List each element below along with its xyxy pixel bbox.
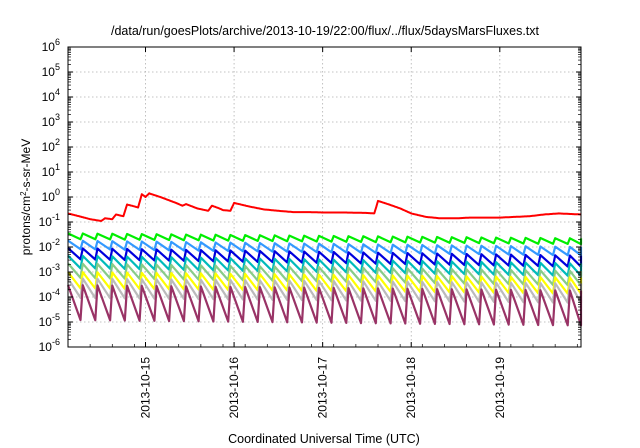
x-tick-label: 2013-10-15 [139, 357, 153, 419]
series-line-4 [67, 247, 583, 268]
y-tick-label: 10-4 [39, 287, 60, 304]
series-line-2 [67, 232, 583, 246]
x-tick-label: 2013-10-18 [404, 357, 418, 419]
y-tick-label: 104 [42, 87, 60, 104]
x-tick-label: 2013-10-16 [227, 357, 241, 419]
series-group [66, 192, 583, 327]
y-tick-label: 103 [42, 112, 60, 129]
x-axis: 2013-10-15 2013-10-16 2013-10-17 2013-10-18… [67, 47, 578, 419]
y-axis-label: protons/cm2-s-sr-MeV [19, 139, 34, 255]
y-axis: 10-6 10-5 10-4 10-3 10-2 10-1 100 101 102 103 104 1… [39, 37, 581, 354]
y-tick-label: 100 [42, 187, 60, 204]
series-line-9 [66, 284, 583, 327]
y-tick-label: 105 [42, 62, 60, 79]
x-tick-label: 2013-10-17 [316, 357, 330, 419]
y-tick-label: 10-6 [39, 337, 60, 354]
y-axis-label-suffix: -s-sr-MeV [19, 139, 33, 192]
y-axis-label-prefix: protons/cm [19, 196, 33, 255]
series-line-6 [67, 262, 583, 287]
y-tick-label: 10-1 [39, 212, 60, 229]
series-line-5 [67, 254, 583, 277]
y-tick-label: 10-2 [39, 237, 60, 254]
y-tick-label: 102 [42, 137, 60, 154]
y-tick-label: 106 [42, 37, 60, 54]
x-tick-label: 2013-10-19 [493, 357, 507, 419]
y-tick-label: 10-5 [39, 312, 60, 329]
x-axis-label: Coordinated Universal Time (UTC) [228, 432, 420, 446]
series-line-3 [67, 239, 583, 257]
y-tick-label: 10-3 [39, 262, 60, 279]
series-line-1 [67, 192, 582, 222]
y-axis-label-sup: 2 [19, 191, 28, 196]
y-tick-label: 101 [42, 162, 60, 179]
chart-title: /data/run/goesPlots/archive/2013-10-19/2… [111, 24, 540, 38]
